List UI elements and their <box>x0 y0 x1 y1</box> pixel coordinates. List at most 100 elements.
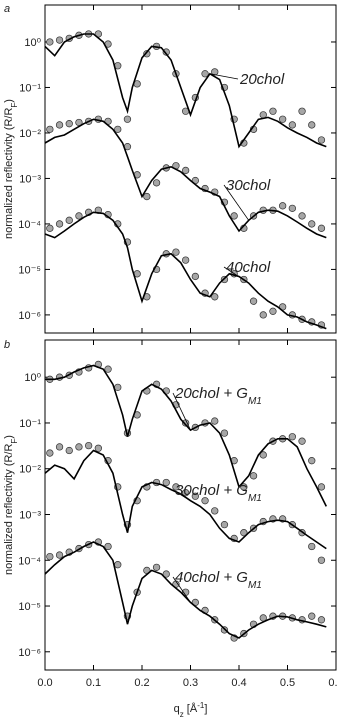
x-axis-label-text: q <box>174 703 180 715</box>
fit-line <box>44 449 327 550</box>
data-point <box>55 36 64 44</box>
series-label-sub: M1 <box>248 396 262 407</box>
data-point <box>269 107 277 115</box>
data-point <box>162 570 170 578</box>
y-tick-label: 10⁻² <box>19 464 41 476</box>
x-tick-label: 0.1 <box>86 677 101 689</box>
data-point <box>143 192 151 201</box>
x-axis-label-mid: [Å <box>184 702 198 715</box>
plot-frame <box>44 4 337 334</box>
data-point <box>65 120 73 128</box>
panel-label: a <box>4 3 10 15</box>
data-point <box>308 220 316 228</box>
data-point <box>308 542 316 551</box>
series-label-text: 20chol <box>239 71 285 88</box>
data-point <box>55 443 64 451</box>
series-label: 40chol + GM1 <box>175 569 262 591</box>
series-label: 20chol + GM1 <box>174 385 262 407</box>
data-point <box>162 478 170 487</box>
y-axis-label-end: ) <box>3 99 15 103</box>
data-point <box>201 497 209 505</box>
series-label-text: 30chol + G <box>175 482 248 499</box>
series-label: 30chol <box>226 177 271 194</box>
y-tick-label: 10⁻⁶ <box>18 310 41 322</box>
panel-label: b <box>4 339 10 351</box>
data-point <box>288 204 297 212</box>
y-axis-label-sub: F <box>10 103 19 108</box>
series-label: 30chol + GM1 <box>175 482 262 504</box>
x-tick-label: 0.0 <box>37 677 52 689</box>
series-label-text: 40chol <box>226 259 271 276</box>
y-axis-label-sub: F <box>10 439 19 444</box>
data-point <box>308 121 316 129</box>
y-tick-label: 10⁻³ <box>19 173 41 185</box>
data-point <box>317 483 326 491</box>
data-point <box>114 125 122 133</box>
data-point <box>162 48 170 56</box>
fit-line <box>44 541 327 639</box>
y-tick-label: 10⁻¹ <box>19 418 41 430</box>
data-point <box>46 552 54 561</box>
data-point <box>211 68 219 76</box>
fit-line <box>44 118 327 239</box>
y-axis-label-text: normalized reflectivity (R/R <box>3 444 15 575</box>
y-tick-label: 10⁻⁴ <box>18 555 41 567</box>
y-tick-label: 10⁰ <box>24 372 41 384</box>
x-tick-label: 0.5 <box>280 677 295 689</box>
data-point <box>46 125 54 133</box>
series-label-sub: M1 <box>248 580 262 591</box>
y-tick-label: 10⁻⁵ <box>18 264 41 276</box>
series-label: 20chol <box>239 71 285 88</box>
data-point <box>288 121 297 129</box>
y-tick-label: 10⁻⁵ <box>18 601 41 613</box>
data-point <box>152 179 161 187</box>
data-point <box>249 297 258 305</box>
y-axis-label: normalized reflectivity (R/RF) <box>3 99 19 239</box>
series-label-sub: M1 <box>248 493 262 504</box>
data-point <box>211 293 219 301</box>
x-tick-label: 0.2 <box>134 677 149 689</box>
data-point <box>75 212 83 220</box>
fit-line <box>44 211 327 330</box>
annotation-leader <box>209 73 239 80</box>
annotation-leader <box>172 576 191 603</box>
data-point <box>123 115 132 123</box>
data-point <box>65 446 73 455</box>
data-point <box>259 311 267 319</box>
x-axis-label-sup: -1 <box>197 701 205 710</box>
data-point <box>46 224 54 232</box>
data-point <box>317 556 326 564</box>
data-point <box>317 616 326 624</box>
y-axis-label-end: ) <box>3 435 15 439</box>
data-point <box>220 520 229 529</box>
series-label-text: 30chol <box>226 177 271 194</box>
data-point <box>298 212 306 220</box>
data-point <box>104 542 112 551</box>
data-point <box>143 50 151 58</box>
data-point <box>279 115 287 123</box>
data-point <box>181 489 190 497</box>
data-point <box>191 272 200 281</box>
x-tick-label: 0.6 <box>328 677 338 689</box>
x-axis-label-end: ] <box>204 703 207 715</box>
data-point <box>269 307 277 315</box>
y-tick-label: 10⁻² <box>19 128 41 140</box>
series-label: 40chol <box>226 259 271 276</box>
y-tick-label: 10⁻⁶ <box>18 647 41 659</box>
data-point <box>46 38 54 46</box>
data-point <box>220 429 229 437</box>
data-point <box>308 612 316 620</box>
fit-line <box>45 364 328 507</box>
data-point <box>65 216 73 224</box>
x-axis-label: qz [Å-1] <box>174 701 208 719</box>
data-point <box>317 224 326 232</box>
data-point <box>114 383 122 392</box>
data-point <box>55 121 64 129</box>
data-point <box>172 483 180 491</box>
y-axis-label: normalized reflectivity (R/RF) <box>3 435 19 575</box>
data-point <box>240 483 248 491</box>
data-point <box>55 551 64 559</box>
data-point <box>46 449 54 457</box>
data-point <box>181 166 190 175</box>
